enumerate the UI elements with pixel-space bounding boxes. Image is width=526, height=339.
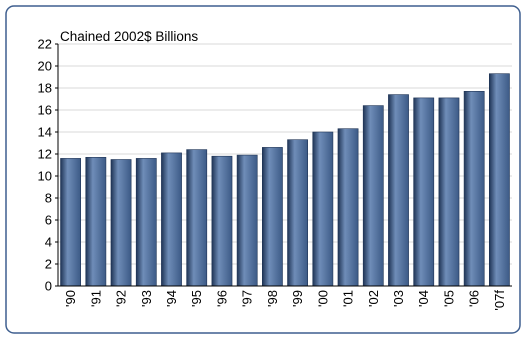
- y-tick-label: 16: [38, 103, 52, 118]
- bar-02: [362, 105, 384, 287]
- bar-95: [186, 149, 208, 287]
- y-tick-label: 20: [38, 59, 52, 74]
- x-tick-label: '02: [366, 290, 381, 307]
- x-tick-label: '98: [265, 290, 280, 307]
- y-tick-label: 18: [38, 81, 52, 96]
- bar-99: [287, 139, 308, 287]
- x-tick-labels: '90 '91 '92 '93 '94 '95 '96 '97 '98 '99 '00 '01 '02 '…: [63, 290, 507, 311]
- x-tick-label: '00: [315, 290, 330, 307]
- x-tick-label: '07f: [492, 290, 507, 311]
- x-tick-label: '03: [391, 290, 406, 307]
- x-tick-label: '99: [290, 290, 305, 307]
- x-tick-label: '01: [341, 290, 356, 307]
- x-tick-label: '93: [139, 290, 154, 307]
- bar-01: [337, 128, 359, 287]
- bar-06: [463, 91, 485, 287]
- y-tick-label: 14: [38, 125, 52, 140]
- bar-04: [413, 97, 435, 287]
- y-tick-label: 0: [45, 279, 52, 294]
- y-tick-label: 10: [38, 169, 52, 184]
- x-tick-label: '06: [467, 290, 482, 307]
- bar-00: [312, 131, 334, 287]
- bar-96: [211, 155, 233, 287]
- bar-97: [236, 154, 258, 287]
- y-tick-label: 2: [45, 257, 52, 272]
- bar-07f: [488, 73, 510, 287]
- x-tick-label: '97: [240, 290, 255, 307]
- y-tick-labels: 0 2 4 6 8 10 12 14 16 18 20 22: [38, 37, 58, 294]
- bar-94: [161, 152, 182, 287]
- y-tick-label: 4: [45, 235, 52, 250]
- x-tick-label: '04: [416, 290, 431, 307]
- y-tick-label: 12: [38, 147, 52, 162]
- y-axis-label: Chained 2002$ Billions: [60, 29, 198, 44]
- x-tick-label: '96: [214, 290, 229, 307]
- x-tick-label: '95: [189, 290, 204, 307]
- axes: [57, 44, 512, 287]
- bar-03: [388, 94, 409, 287]
- bar-92: [110, 159, 132, 287]
- bar-91: [85, 157, 107, 287]
- gridlines: [58, 43, 512, 265]
- bar-05: [438, 97, 460, 287]
- x-tick-label: '90: [63, 290, 78, 307]
- x-tick-label: '91: [88, 290, 103, 307]
- bar-90: [60, 158, 81, 287]
- y-tick-label: 8: [45, 191, 52, 206]
- x-tick-label: '05: [441, 290, 456, 307]
- bar-93: [135, 158, 157, 287]
- x-tick-label: '94: [164, 290, 179, 307]
- x-tick-label: '92: [114, 290, 129, 307]
- y-tick-label: 6: [45, 213, 52, 228]
- y-tick-label: 22: [38, 37, 52, 52]
- bar-98: [261, 147, 283, 287]
